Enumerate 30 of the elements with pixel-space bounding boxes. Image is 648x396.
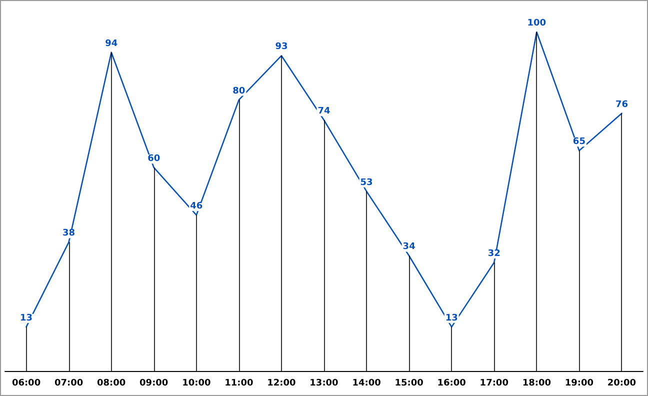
data-label: 53 [360,178,373,188]
data-label: 38 [62,228,76,239]
x-tick-label: 10:00 [182,378,211,388]
x-tick-label: 11:00 [224,378,254,388]
data-label: 94 [105,38,118,49]
x-tick-label: 12:00 [267,378,296,388]
x-tick-label: 17:00 [480,378,508,388]
x-tick-label: 13:00 [310,378,338,388]
data-label: 34 [402,242,416,252]
data-label: 93 [275,42,288,52]
data-label: 65 [572,137,586,148]
x-tick-label: 16:00 [437,378,466,388]
data-label: 13 [445,313,458,324]
data-label: 13 [20,313,33,324]
x-tick-label: 07:00 [54,378,84,388]
data-label: 60 [148,154,160,164]
data-label: 74 [318,106,330,117]
x-tick-label: 08:00 [97,378,126,388]
x-tick-label: 06:00 [12,378,41,388]
x-tick-label: 15:00 [394,378,424,388]
x-tick-label: 20:00 [607,378,636,388]
data-label: 46 [190,202,203,212]
x-tick-label: 14:00 [352,378,381,388]
data-label: 100 [527,18,546,28]
data-label: 76 [615,100,628,110]
x-tick-label: 19:00 [564,378,594,388]
data-label: 32 [488,249,500,260]
x-tick-label: 09:00 [140,378,168,388]
data-label: 80 [232,86,246,96]
x-tick-label: 18:00 [522,378,551,388]
